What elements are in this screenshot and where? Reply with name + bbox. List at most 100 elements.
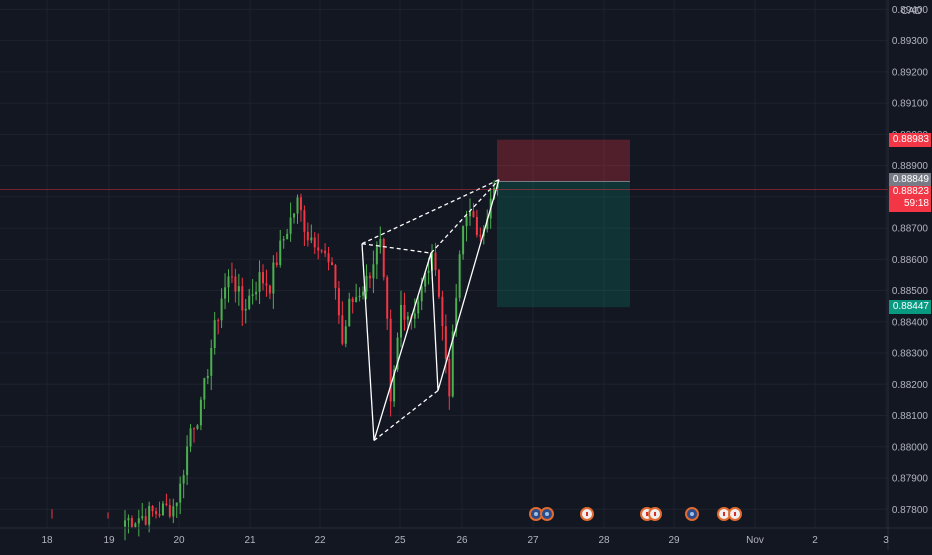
pattern-leg-ab[interactable] [373, 252, 432, 441]
candle-body [400, 304, 402, 338]
candle-body [351, 298, 354, 303]
candle-body [244, 308, 247, 311]
candle-body [310, 237, 313, 241]
pattern-leg-bc[interactable] [430, 253, 439, 391]
position-tool[interactable] [497, 139, 630, 308]
candle-body [313, 237, 316, 248]
pattern-leg-xa[interactable] [361, 243, 375, 441]
candle-body [286, 233, 289, 240]
candle-body [175, 502, 178, 507]
chart-grid [0, 0, 888, 528]
candle-body [155, 511, 158, 514]
candle-body [293, 213, 296, 218]
stop-price-badge: 0.88983 [889, 132, 931, 147]
time-tick-label: Nov [746, 535, 764, 546]
candle-body [444, 326, 447, 360]
candle-body [441, 296, 444, 327]
take-profit-zone[interactable] [497, 181, 630, 308]
candle-body [393, 369, 396, 402]
pattern-diag-xd[interactable] [361, 179, 500, 245]
candle-body [455, 297, 458, 332]
price-tick-label: 0.88300 [892, 349, 929, 360]
candle-body [203, 378, 206, 400]
candle-body [241, 286, 244, 311]
candle-body [251, 294, 254, 296]
candle-body [379, 238, 382, 248]
price-tick-label: 0.88100 [892, 411, 929, 422]
candle-body [403, 304, 406, 320]
price-tick-label: 0.89100 [892, 99, 929, 110]
candle-body [165, 503, 168, 506]
time-tick-label: 18 [41, 535, 53, 546]
time-axis[interactable]: 18 19 20 21 22 25 26 27 28 29 Nov 2 3 [0, 527, 932, 546]
price-tick-label: 0.88600 [892, 255, 929, 266]
candle-body [282, 239, 285, 241]
time-tick-label: 2 [812, 535, 818, 546]
stop-loss-zone[interactable] [497, 139, 630, 182]
candle-body [334, 264, 337, 289]
candle-body [396, 337, 399, 370]
candle-body [220, 298, 223, 321]
candle-body [199, 399, 202, 426]
candle-body [341, 315, 344, 344]
candle-body [434, 252, 437, 271]
currency-label: CAD [900, 6, 922, 17]
harmonic-pattern[interactable] [361, 179, 500, 442]
candle-body [462, 226, 465, 255]
pattern-diag-bd[interactable] [430, 179, 500, 254]
candle-body [448, 359, 451, 397]
candle-body [451, 331, 454, 397]
pattern-diag-xb[interactable] [361, 243, 432, 254]
price-tick-label: 0.87800 [892, 505, 929, 516]
time-tick-label: 3 [883, 535, 889, 546]
candle-body [224, 287, 227, 299]
candle-body [262, 272, 264, 284]
time-tick-label: 22 [314, 535, 326, 546]
candle-body [272, 262, 275, 294]
candle-body [317, 247, 320, 251]
candle-body [320, 250, 323, 252]
candle-body [420, 286, 423, 302]
candle-body [372, 264, 375, 279]
candle-body [437, 270, 440, 297]
canada-flag-icon[interactable] [580, 507, 594, 521]
candle-body [299, 197, 302, 211]
candle-body [196, 425, 199, 429]
candle-body [186, 446, 189, 476]
canada-flag-icon[interactable] [728, 507, 742, 521]
time-tick-label: 20 [173, 535, 185, 546]
price-tick-label: 0.89300 [892, 36, 929, 47]
candle-body [172, 506, 175, 517]
candle-body [161, 503, 164, 516]
candle-body [289, 217, 292, 234]
candle-body [275, 262, 278, 266]
candle-body [151, 506, 154, 512]
candle-body [348, 298, 351, 327]
current-price-badge: 0.88823 59:18 [889, 185, 931, 212]
candle-body [486, 218, 489, 230]
australia-flag-icon[interactable] [685, 507, 699, 521]
bar-countdown: 59:18 [903, 197, 929, 209]
price-axis[interactable]: 0.894000.893000.892000.891000.890000.889… [887, 0, 929, 550]
candle-body [189, 428, 192, 447]
candle-body [217, 320, 220, 322]
price-tick-label: 0.89200 [892, 67, 929, 78]
candle-body [362, 291, 365, 296]
candle-body [137, 518, 140, 524]
candle-body [375, 247, 378, 265]
candle-body [134, 523, 137, 528]
australia-flag-icon[interactable] [540, 507, 554, 521]
canada-flag-icon[interactable] [648, 507, 662, 521]
candle-body [358, 295, 361, 298]
candle-body [472, 211, 475, 217]
candle-body [458, 254, 461, 298]
candle-body [141, 516, 144, 519]
time-tick-label: 21 [244, 535, 256, 546]
pattern-leg-cd[interactable] [437, 179, 500, 391]
price-tick-label: 0.88000 [892, 442, 929, 453]
candle-body [193, 428, 195, 430]
time-tick-label: 27 [527, 535, 539, 546]
candle-body [168, 505, 171, 517]
